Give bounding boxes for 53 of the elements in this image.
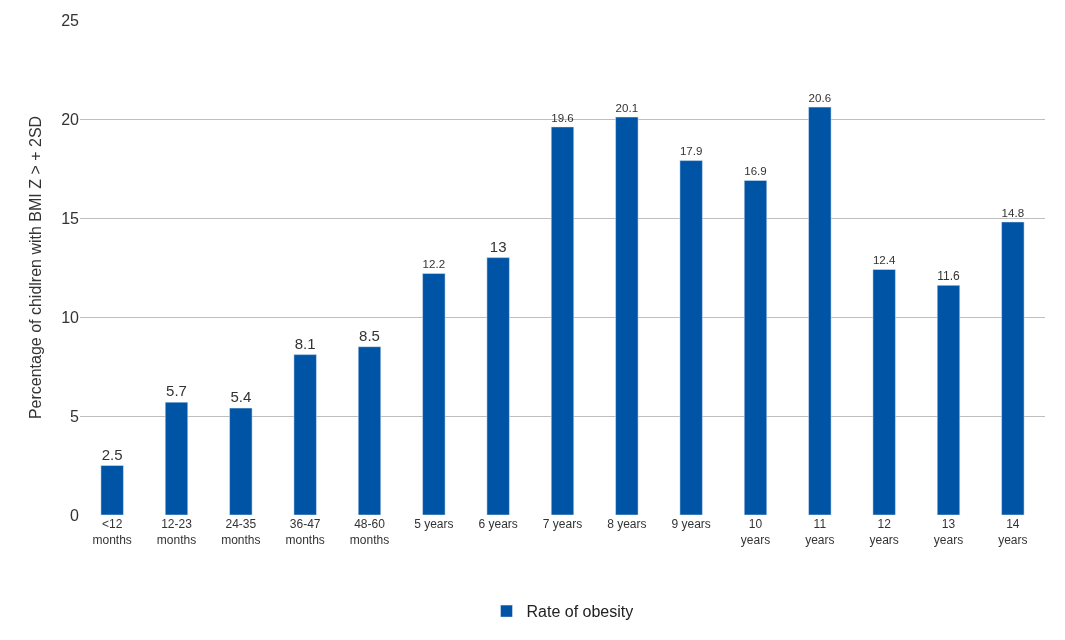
x-tick-label: 12-23 months (156, 517, 197, 547)
y-tick-label: 5 (70, 407, 80, 425)
x-tick-label: 10 years (740, 517, 771, 547)
y-tick-label: 20 (61, 110, 80, 128)
x-tick-label: 6 years (478, 517, 518, 531)
data-label: 5.4 (230, 388, 252, 406)
data-label: 2.5 (101, 445, 123, 463)
x-tick-label: 24-35 months (221, 517, 261, 547)
bar (872, 269, 896, 515)
bar (936, 285, 961, 515)
bar (100, 465, 124, 515)
data-label: 11.6 (937, 268, 961, 283)
bar (743, 180, 768, 515)
x-tick-label: 13 years (933, 517, 964, 547)
bar (615, 116, 639, 515)
data-label: 19.6 (551, 111, 574, 124)
x-tick-label: 36-47 months (285, 517, 325, 547)
data-label: 14.8 (1001, 206, 1025, 219)
x-tick-label: 11 years (805, 517, 835, 547)
x-tick-label: 7 years (542, 517, 583, 531)
data-label: 13 (489, 237, 507, 255)
data-label: 12.4 (872, 254, 896, 267)
x-tick-label: 9 years (671, 517, 711, 531)
x-tick-label: 8 years (607, 517, 647, 531)
bar (293, 354, 317, 515)
y-axis-title: Percentage of chidlren with BMI Z > + 2SD (27, 115, 45, 420)
data-label: 8.1 (294, 334, 316, 352)
data-label: 5.7 (166, 382, 187, 400)
bar (679, 160, 703, 515)
y-tick-label: 15 (61, 209, 80, 227)
data-label: 8.5 (359, 326, 380, 344)
y-tick-label: 25 (61, 11, 80, 29)
data-label: 20.6 (808, 91, 832, 104)
bar (422, 273, 446, 515)
y-tick-label: 0 (70, 506, 80, 524)
bar (1001, 221, 1025, 515)
x-tick-label: <12 months (92, 517, 132, 547)
bar (550, 126, 575, 515)
x-tick-label: 48-60 months (349, 517, 390, 547)
data-label: 17.9 (679, 145, 703, 158)
x-tick-label: 14 years (998, 517, 1028, 547)
bar (486, 257, 510, 515)
x-tick-label: 12 years (869, 517, 899, 547)
legend-label: Rate of obesity (526, 603, 634, 621)
bar (357, 346, 382, 515)
data-label: 16.9 (744, 165, 767, 178)
x-tick-label: 5 years (414, 517, 454, 531)
y-tick-label: 10 (61, 308, 80, 326)
data-label: 12.2 (422, 258, 446, 271)
bar (164, 401, 189, 515)
bar (229, 407, 253, 515)
bar (808, 106, 832, 515)
data-label: 20.1 (615, 101, 639, 114)
